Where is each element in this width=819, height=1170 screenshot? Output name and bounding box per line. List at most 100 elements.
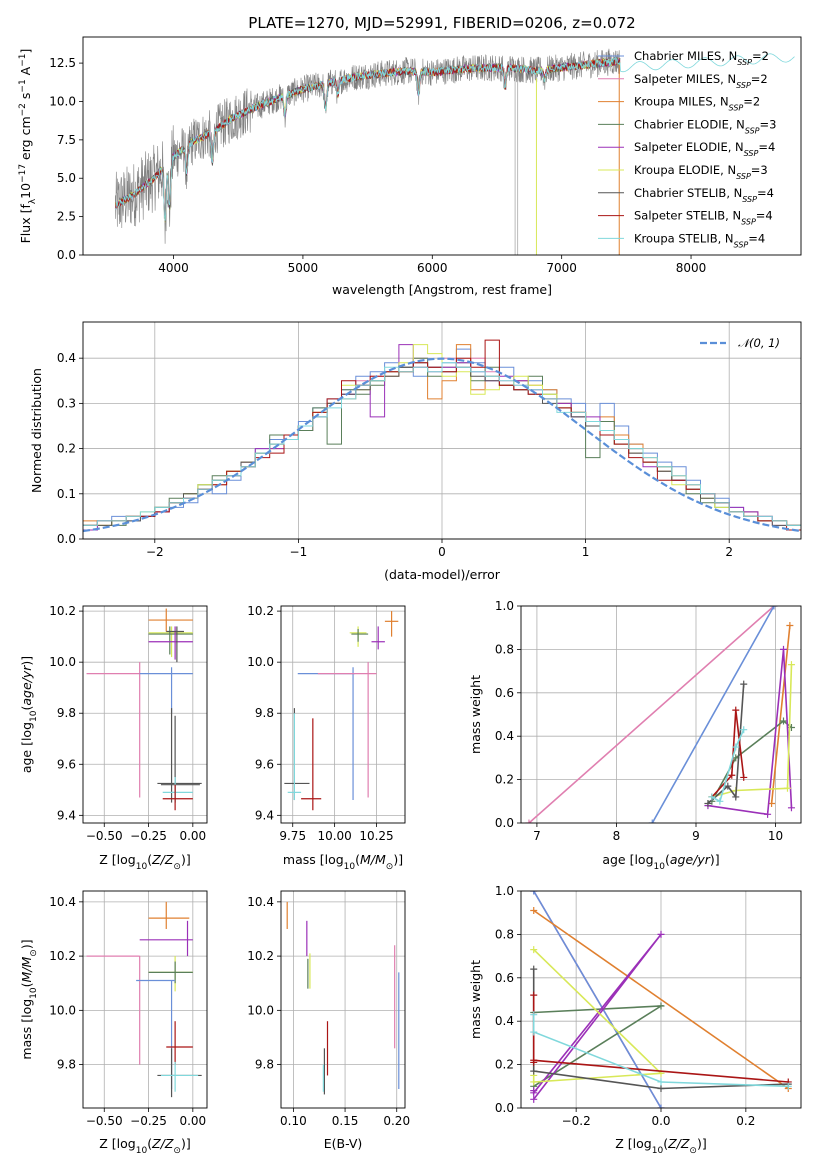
y-tick-label: 10.4	[247, 895, 274, 909]
data-point-marker	[648, 819, 656, 823]
y-tick-label: 0.8	[495, 642, 514, 656]
data-point-marker	[657, 930, 665, 938]
errorbar-chabrier-stelib	[157, 1048, 202, 1098]
chart-title: PLATE=1270, MJD=52991, FIBERID=0206, z=0…	[248, 14, 635, 32]
x-tick-label: 0.00	[179, 829, 206, 843]
x-tick-label: −1	[290, 545, 308, 559]
grid	[521, 605, 801, 824]
y-axis-label: mass weight	[468, 960, 483, 1039]
mass_weight_vs_metallicity-axes: −0.2 0.0 0.2 0.0 0.2 0.4 0.6 0.8 1.0 Z [log10(Z/Z…	[468, 884, 802, 1156]
frame: 4000 5000 6000 7000 8000 0.0 2.5 5.0 7.5 10.0 12.5…	[18, 14, 802, 297]
y-tick-label: 10.2	[49, 949, 76, 963]
y-tick-label: 10.4	[49, 895, 76, 909]
weight-line-chabrier-miles	[648, 606, 778, 823]
data-point-marker	[786, 622, 794, 630]
y-tick-label: 0.6	[495, 686, 514, 700]
x-tick-label: 8000	[676, 261, 707, 275]
y-tick-label: 0.2	[495, 773, 514, 787]
frame: −0.50 −0.25 0.00 9.8 10.0 10.2 10.4 Z [log10(Z/…	[19, 890, 208, 1156]
y-axis-label: Flux [fλ10−17 erg cm−2 s−1 A−1]	[18, 49, 38, 244]
x-tick-label: 7	[533, 829, 541, 843]
data-point-marker	[780, 645, 787, 653]
errorbar-salpeter-stelib	[166, 1021, 193, 1065]
data-point-marker	[530, 1095, 538, 1103]
x-tick-label: 6000	[417, 261, 448, 275]
y-tick-label: 5.0	[57, 171, 76, 185]
errorbar-kroupa-miles	[148, 901, 190, 929]
residual_histogram-axes: −2 −1 0 1 2 0.0 0.1 0.2 0.3 0.4 𝒩(0, 1) (data-model…	[29, 321, 802, 582]
errorbar-chabrier-stelib	[284, 708, 310, 801]
x-tick-label: 5000	[288, 261, 319, 275]
errorbar-kroupa-elodie	[148, 956, 193, 992]
y-axis-label: age [log10(age/yr)]	[19, 656, 39, 773]
y-tick-label: 0.3	[57, 396, 76, 410]
data-point-marker	[764, 810, 772, 818]
y-tick-label: 2.5	[57, 210, 76, 224]
x-tick-label: 0.2	[736, 1114, 755, 1128]
errorbar-chabrier-elodie	[148, 626, 193, 655]
legend-entry: Chabrier ELODIE, NSSP=3	[634, 117, 776, 135]
weight-line-kroupa-stelib	[530, 1011, 792, 1090]
errorbar-chabrier-elodie	[351, 628, 369, 642]
x-axis-label: age [log10(age/yr)]	[602, 852, 719, 872]
weight-line-salpeter-stelib	[708, 706, 748, 801]
data-point-marker	[530, 946, 538, 954]
data-point-marker	[530, 1056, 538, 1064]
y-axis-label: Normed distribution	[29, 368, 44, 493]
y-tick-label: 0.6	[495, 971, 514, 985]
x-axis-label: mass [log10(M/M⊙)]	[283, 852, 403, 872]
y-tick-label: 1.0	[495, 884, 514, 898]
x-tick-label: 10.25	[359, 829, 393, 843]
y-tick-label: 9.6	[255, 757, 274, 771]
data-point-marker	[657, 1084, 665, 1092]
model-line-kroupa-stelib	[114, 53, 795, 221]
errorbar-chabrier-miles	[297, 667, 355, 801]
x-tick-label: 0.00	[179, 1114, 206, 1128]
legend-entry: Kroupa MILES, NSSP=2	[634, 95, 760, 113]
x-tick-label: 7000	[546, 261, 577, 275]
weight-line-salpeter-elodie	[704, 645, 795, 818]
data-point-marker	[530, 1011, 538, 1019]
grid	[83, 606, 207, 823]
x-axis-label: Z [log10(Z/Z⊙)]	[615, 1136, 706, 1156]
data-point-marker	[732, 743, 740, 751]
errorbar-kroupa-stelib	[287, 713, 302, 801]
y-tick-label: 0.2	[57, 442, 76, 456]
weight-line-kroupa-elodie	[530, 946, 665, 1086]
data-point-marker	[732, 793, 740, 801]
data-point-marker	[657, 1104, 665, 1108]
mass_vs_ebv-axes: 0.10 0.15 0.20 9.8 10.0 10.2 10.4 E(B-V)	[247, 890, 410, 1151]
data-point-marker	[704, 799, 712, 807]
data-point-marker	[787, 661, 795, 669]
x-axis-label: (data-model)/error	[384, 567, 501, 582]
y-tick-label: 7.5	[57, 133, 76, 147]
spectrum-axes: 4000 5000 6000 7000 8000 0.0 2.5 5.0 7.5 10.0 12.5…	[18, 14, 802, 297]
weight-line-chabrier-miles	[530, 891, 665, 1108]
y-tick-label: 9.8	[57, 1058, 76, 1072]
frame: −0.2 0.0 0.2 0.0 0.2 0.4 0.6 0.8 1.0 Z [log10(Z/Z…	[468, 884, 802, 1156]
x-tick-label: −0.50	[86, 1114, 123, 1128]
x-axis-label: Z [log10(Z/Z⊙)]	[99, 1136, 190, 1156]
y-tick-label: 9.8	[255, 706, 274, 720]
data-point-marker	[787, 804, 795, 812]
data-point-marker	[525, 819, 533, 823]
frame: −0.50 −0.25 0.00 9.4 9.6 9.8 10.0 10.2 Z [log10(…	[19, 604, 208, 872]
data-point-marker	[783, 784, 791, 792]
y-tick-label: 9.8	[255, 1058, 274, 1072]
x-tick-label: 9	[692, 829, 700, 843]
x-tick-label: 1	[582, 545, 590, 559]
errorbar-kroupa-miles	[148, 608, 193, 632]
y-axis-label: mass [log10(M/M⊙)]	[19, 939, 39, 1059]
data-point-marker	[716, 797, 724, 805]
data-point-marker	[728, 771, 736, 779]
x-tick-label: 10.00	[317, 829, 351, 843]
legend-entry: Chabrier STELIB, NSSP=4	[634, 186, 774, 204]
data-point-marker	[770, 606, 778, 610]
grid	[281, 891, 405, 1108]
frame: 9.75 10.00 10.25 9.4 9.6 9.8 10.0 10.2 mass [log…	[247, 604, 406, 872]
errorbar-chabrier-stelib	[157, 708, 202, 803]
data-point-marker	[530, 1067, 538, 1075]
y-tick-label: 10.0	[247, 655, 274, 669]
x-tick-label: 8	[613, 829, 621, 843]
x-axis-label: wavelength [Angstrom, rest frame]	[332, 282, 552, 297]
